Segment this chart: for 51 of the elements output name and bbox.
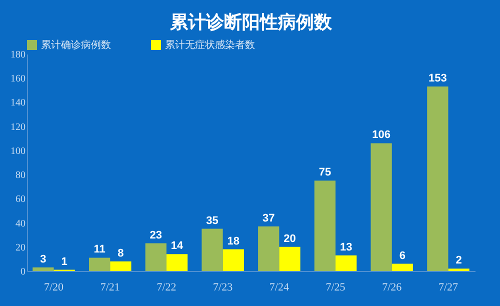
data-label: 18 [227,235,240,248]
chart-title: 累计诊断阳性病例数 [169,12,333,33]
bar [202,228,223,271]
y-tick-label: 160 [10,74,26,85]
bar [370,143,392,271]
bar [427,86,448,271]
y-tick-label: 100 [10,146,26,157]
y-tick-label: 120 [10,122,26,133]
bar [166,254,188,271]
data-label: 35 [206,214,218,227]
data-label: 23 [150,229,162,242]
bar [392,264,414,271]
data-label: 20 [284,232,296,245]
y-tick-label: 140 [10,98,26,109]
bar [88,258,110,271]
data-label: 14 [170,240,184,252]
x-tick-label: 7/22 [156,282,176,294]
legend-label: 累计无症状感染者数 [165,39,255,51]
bar [32,267,54,271]
y-tick-label: 60 [16,194,26,206]
bar [279,246,300,271]
x-tick-label: 7/21 [100,282,120,294]
x-tick-label: 7/25 [326,282,346,294]
data-label: 1 [61,256,68,268]
x-tick-label: 7/20 [44,282,64,294]
bar [145,243,166,271]
x-tick-label: 7/23 [213,282,234,294]
data-label: 75 [318,166,332,179]
bar [258,226,280,271]
data-label: 106 [372,129,390,142]
y-tick-label: 40 [16,218,26,230]
data-label: 3 [40,253,46,266]
data-label: 37 [262,212,275,224]
x-tick-label: 7/24 [269,282,290,294]
bar [314,180,336,271]
x-tick-label: 7/26 [382,282,402,294]
bar [110,261,132,271]
data-label: 8 [118,247,124,260]
data-label: 153 [428,72,447,85]
data-label: 6 [399,250,406,262]
y-tick-label: 20 [16,242,26,254]
legend-label: 累计确诊病例数 [41,39,111,51]
bar [336,255,357,271]
y-tick-label: 0 [20,266,26,278]
y-tick-label: 180 [10,50,26,60]
y-tick-label: 80 [16,170,26,182]
data-label: 13 [340,241,352,254]
data-label: 11 [94,244,106,256]
bar [222,249,244,271]
data-label: 2 [456,254,462,267]
x-tick-label: 7/27 [438,282,459,294]
